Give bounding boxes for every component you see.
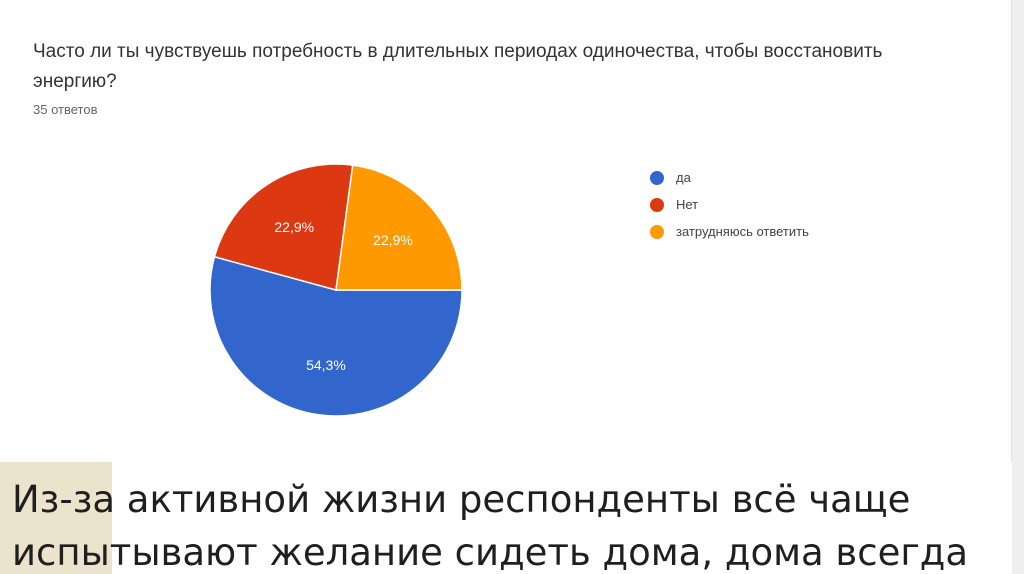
legend-item-unsure: затрудняюсь ответить <box>650 218 809 245</box>
pie-slice-unsure <box>335 164 463 291</box>
pie-slice-yes <box>209 255 463 417</box>
legend-item-yes: да <box>650 164 809 191</box>
caption-line-1: Из-за активной жизни респонденты всё чащ… <box>12 478 911 521</box>
legend-label-unsure: затрудняюсь ответить <box>676 224 809 239</box>
caption-accent-square <box>0 462 112 574</box>
legend-item-no: Нет <box>650 191 809 218</box>
legend-label-no: Нет <box>676 197 699 212</box>
caption-line-2: испытывают желание сидеть дома, дома все… <box>12 531 969 574</box>
caption-text: Из-за активной жизни респонденты всё чащ… <box>12 473 1002 574</box>
chart-legend: да Нет затрудняюсь ответить <box>650 164 809 245</box>
question-title: Часто ли ты чувствуешь потребность в дли… <box>33 41 883 92</box>
response-count: 35 ответов <box>33 102 98 117</box>
legend-label-yes: да <box>676 170 691 185</box>
pie-chart: 54,3% 22,9% 22,9% <box>209 163 463 417</box>
pie-label-yes: 54,3% <box>306 357 346 373</box>
legend-dot-unsure <box>650 224 664 239</box>
pie-slice-no <box>213 163 354 291</box>
pie-label-no: 22,9% <box>274 219 314 235</box>
pie-label-unsure: 22,9% <box>373 232 413 248</box>
legend-dot-no <box>650 197 664 212</box>
legend-dot-yes <box>650 170 664 185</box>
slide-edge <box>1011 0 1024 574</box>
caption-band <box>0 462 1012 574</box>
